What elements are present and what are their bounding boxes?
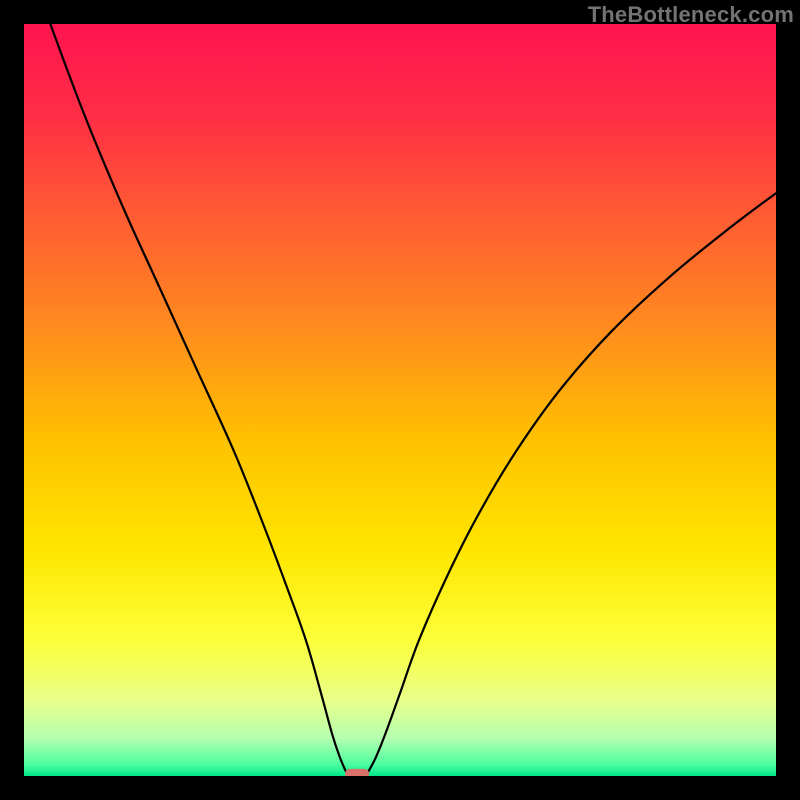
optimal-marker	[345, 769, 369, 776]
outer-frame: TheBottleneck.com	[0, 0, 800, 800]
gradient-background	[24, 24, 776, 776]
watermark-text: TheBottleneck.com	[588, 2, 794, 28]
plot-area	[24, 24, 776, 776]
bottleneck-chart	[24, 24, 776, 776]
